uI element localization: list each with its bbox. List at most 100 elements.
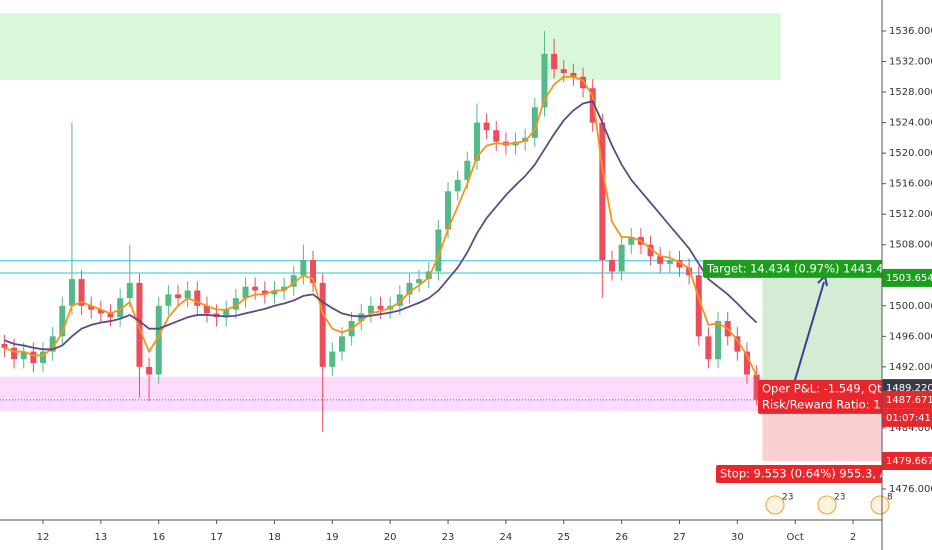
candle-body <box>618 244 625 272</box>
candle-body <box>59 305 66 337</box>
candle-body <box>483 122 490 131</box>
candle-body <box>300 260 307 276</box>
candle-body <box>416 279 423 283</box>
candle-body <box>705 336 712 360</box>
candle-body <box>686 267 693 276</box>
candle-body <box>715 321 722 360</box>
candle-body <box>126 282 133 299</box>
x-tick-label: 20 <box>384 532 397 543</box>
y-tick-label: 1500.000 <box>889 301 932 312</box>
candle-body <box>88 305 95 310</box>
candle-body <box>261 290 268 295</box>
cursor-price: 1489.220 <box>886 383 932 394</box>
candle-body <box>695 275 702 337</box>
x-tick-label: 24 <box>500 532 513 543</box>
candle-body <box>734 336 741 352</box>
candle-body <box>551 53 558 70</box>
target-price: 1503.654 <box>886 273 932 284</box>
candle-body <box>406 282 413 295</box>
candle-body <box>281 286 288 291</box>
candle-body <box>743 351 750 375</box>
event-badge-label: 8 <box>887 493 893 503</box>
y-tick-label: 1532.000 <box>889 57 932 68</box>
candle-body <box>493 130 500 142</box>
x-tick-label: 12 <box>37 532 50 543</box>
x-tick-label: 13 <box>95 532 108 543</box>
pnl-label: Oper P&L: -1.549, Qty: 2 <box>762 381 902 395</box>
candle-body <box>68 279 75 306</box>
event-badge-label: 23 <box>834 493 845 503</box>
candle-body <box>1 343 8 348</box>
target-box <box>762 277 882 400</box>
candle-body <box>338 336 345 352</box>
x-tick-label: 30 <box>731 532 744 543</box>
candle-body <box>290 275 297 287</box>
candle-body <box>435 229 442 272</box>
y-tick-label: 1516.000 <box>889 179 932 190</box>
target-price-bg <box>882 268 932 287</box>
candle-body <box>242 286 249 299</box>
candle-body <box>589 88 596 123</box>
candle-body <box>580 76 587 89</box>
zone <box>0 376 882 412</box>
y-tick-label: 1508.000 <box>889 240 932 251</box>
candle-body <box>136 282 143 367</box>
event-badge <box>765 495 785 515</box>
candle-body <box>753 374 760 400</box>
axes: 1476.0001480.0001484.0001488.0001492.000… <box>37 26 932 543</box>
y-tick-label: 1512.000 <box>889 209 932 220</box>
candle-body <box>541 53 548 108</box>
candle-body <box>445 191 452 230</box>
candle-body <box>232 298 239 310</box>
candle-body <box>396 294 403 306</box>
candle-body <box>608 260 615 272</box>
y-tick-label: 1492.000 <box>889 362 932 373</box>
candle-body <box>329 351 336 367</box>
candle-body <box>560 69 567 73</box>
candle-body <box>666 260 673 264</box>
last-price: 1487.671 <box>886 395 932 406</box>
candle-body <box>310 260 317 283</box>
candle-body <box>599 122 606 260</box>
moving-average <box>4 75 758 377</box>
candle-body <box>30 351 37 364</box>
candle-body <box>175 294 182 299</box>
candle-body <box>570 72 577 77</box>
candle-body <box>117 298 124 318</box>
event-badge <box>870 495 890 515</box>
target-label-bg <box>703 259 882 278</box>
x-tick-label: 27 <box>673 532 686 543</box>
candle-body <box>49 336 56 352</box>
x-tick-label: Oct <box>787 532 804 543</box>
projection-arrow <box>789 281 825 398</box>
candle-body <box>146 366 153 375</box>
rr-label-bg <box>758 395 882 414</box>
candle-body <box>20 351 27 360</box>
stop-price-bg <box>882 452 932 471</box>
candle-body <box>319 282 326 367</box>
candle-body <box>531 107 538 138</box>
stop-price: 1479.667 <box>886 456 932 467</box>
candle-body <box>454 179 461 192</box>
y-tick-label: 1476.000 <box>889 484 932 495</box>
candle-body <box>40 351 47 364</box>
candle-body <box>184 290 191 299</box>
stop-label-bg <box>716 465 882 484</box>
candle-body <box>223 309 230 318</box>
x-tick-label: 23 <box>442 532 455 543</box>
candle-body <box>11 347 18 360</box>
plot-area: Target: 14.434 (0.97%) 1443.4, Amou Oper … <box>0 13 902 484</box>
candle-body <box>155 305 162 375</box>
x-tick-label: 16 <box>152 532 165 543</box>
x-tick-label: 2 <box>850 532 856 543</box>
y-tick-label: 1520.000 <box>889 148 932 159</box>
candle-body <box>165 294 172 306</box>
pnl-label-bg <box>758 379 882 398</box>
y-tick-label: 1536.000 <box>889 26 932 37</box>
candle-body <box>252 286 259 291</box>
candle-body <box>676 260 683 268</box>
candle-body <box>647 244 654 257</box>
candle-body <box>97 309 104 314</box>
x-tick-label: 17 <box>210 532 223 543</box>
